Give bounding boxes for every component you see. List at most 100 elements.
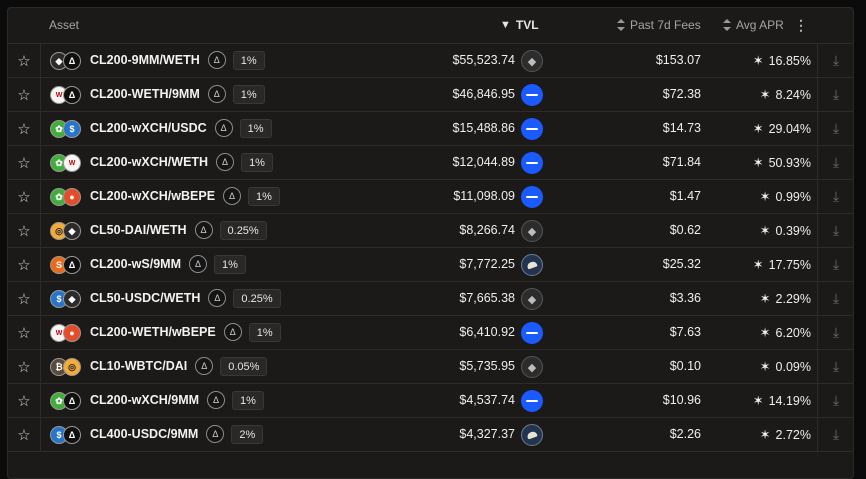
header-fees-label: Past 7d Fees: [630, 18, 701, 32]
download-icon[interactable]: ⤓: [817, 78, 853, 111]
sparkle-icon: ✶: [759, 223, 771, 238]
tvl-value: $5,735.95: [459, 359, 515, 373]
table-row[interactable]: ☆ $ Δ CL400-USDC/9MM Δ 2% $4,327.37 $2.26 ✶ 2.72%…: [8, 418, 853, 452]
base-chain-icon: [521, 186, 543, 208]
table-row[interactable]: ☆ ✿ W CL200-wXCH/WETH Δ 1% $12,044.89 $71.84 ✶ 50…: [8, 146, 853, 180]
token-pair-icons: ◎ ◆: [50, 222, 84, 240]
download-icon[interactable]: ⤓: [817, 282, 853, 315]
protocol-icon: Δ: [195, 357, 214, 375]
header-tvl[interactable]: ▼ TVL: [500, 18, 539, 32]
fees-value: $153.07: [655, 53, 701, 67]
token-pair-icons: $ Δ: [50, 426, 84, 444]
table-row[interactable]: ☆ ◎ ◆ CL50-DAI/WETH Δ 0.25% $8,266.74 ◆ $0.62 ✶ 0.…: [8, 214, 853, 248]
pool-name[interactable]: CL50-DAI/WETH: [90, 223, 187, 237]
fee-tier-badge: 1%: [248, 323, 281, 342]
pool-name[interactable]: CL200-wXCH/wBEPE: [90, 189, 216, 203]
base-chain-icon: [521, 390, 543, 412]
table-row[interactable]: ☆ S Δ CL200-wS/9MM Δ 1% $7,772.25 $25.32 ✶ 17.75%…: [8, 248, 853, 282]
bepe-token-icon: ●: [63, 188, 81, 206]
fees-value: $7.63: [669, 325, 701, 339]
9mm-token-icon: Δ: [63, 392, 81, 410]
pool-name[interactable]: CL200-wXCH/WETH: [90, 155, 209, 169]
download-icon[interactable]: ⤓: [817, 214, 853, 247]
pool-name[interactable]: CL50-USDC/WETH: [90, 291, 201, 305]
eth-chain-icon: ◆: [521, 220, 543, 242]
header-asset[interactable]: Asset: [49, 18, 80, 32]
header-apr[interactable]: Avg APR: [723, 18, 784, 32]
pool-name[interactable]: CL10-WBTC/DAI: [90, 359, 188, 373]
fees-value: $0.62: [669, 223, 701, 237]
download-icon[interactable]: ⤓: [817, 384, 853, 417]
apr-value: ✶ 29.04%: [753, 121, 811, 137]
sparkle-icon: ✶: [752, 121, 764, 136]
sonic-chain-icon: [521, 424, 543, 446]
star-outline-icon[interactable]: ☆: [8, 282, 41, 315]
download-icon[interactable]: ⤓: [817, 316, 853, 349]
star-outline-icon[interactable]: ☆: [8, 146, 41, 179]
protocol-icon: Δ: [207, 391, 226, 409]
star-outline-icon[interactable]: ☆: [8, 418, 41, 451]
sparkle-icon: ✶: [752, 53, 764, 68]
fee-tier-badge: 1%: [239, 119, 272, 138]
apr-value: ✶ 0.09%: [760, 359, 811, 375]
apr-text: 2.72%: [775, 428, 811, 442]
pool-name[interactable]: CL400-USDC/9MM: [90, 427, 199, 441]
tvl-value: $4,327.37: [459, 427, 515, 441]
9mm-token-icon: Δ: [63, 256, 81, 274]
table-row[interactable]: ☆ ₿ ◎ CL10-WBTC/DAI Δ 0.05% $5,735.95 ◆ $0.10 ✶ 0.…: [8, 350, 853, 384]
fees-value: $3.36: [669, 291, 701, 305]
download-icon[interactable]: ⤓: [817, 350, 853, 383]
base-chain-icon: [521, 322, 543, 344]
pool-name[interactable]: CL200-WETH/wBEPE: [90, 325, 216, 339]
table-row[interactable]: ☆ W Δ CL200-WETH/9MM Δ 1% $46,846.95 $72.38 ✶ 8.2…: [8, 78, 853, 112]
protocol-icon: Δ: [194, 221, 213, 239]
token-pair-icons: ₿ ◎: [50, 358, 84, 376]
download-icon[interactable]: ⤓: [817, 112, 853, 145]
download-icon[interactable]: ⤓: [817, 180, 853, 213]
table-row[interactable]: ☆ ✿ ● CL200-wXCH/wBEPE Δ 1% $11,098.09 $1.47 ✶ 0.…: [8, 180, 853, 214]
usdc-token-icon: $: [63, 120, 81, 138]
fee-tier-badge: 1%: [232, 391, 264, 410]
pool-name[interactable]: CL200-wXCH/USDC: [90, 121, 207, 135]
star-outline-icon[interactable]: ☆: [8, 180, 41, 213]
download-icon[interactable]: ⤓: [817, 248, 853, 281]
fees-value: $10.96: [662, 393, 701, 407]
table-row[interactable]: ☆ ◆ Δ CL200-9MM/WETH Δ 1% $55,523.74 ◆ $153.07 ✶ 1…: [8, 44, 853, 78]
star-outline-icon[interactable]: ☆: [8, 44, 41, 77]
tvl-value: $8,266.74: [459, 223, 515, 237]
star-outline-icon[interactable]: ☆: [8, 384, 41, 417]
apr-value: ✶ 0.99%: [760, 189, 811, 205]
star-outline-icon[interactable]: ☆: [8, 350, 41, 383]
fee-tier-badge: 1%: [232, 85, 265, 104]
table-row[interactable]: ☆ ✿ Δ CL200-wXCH/9MM Δ 1% $4,537.74 $10.96 ✶ 14.1…: [8, 384, 853, 418]
download-icon[interactable]: ⤓: [817, 44, 853, 77]
pool-name[interactable]: CL200-wS/9MM: [90, 257, 181, 271]
apr-text: 50.93%: [768, 156, 811, 170]
star-outline-icon[interactable]: ☆: [8, 214, 41, 247]
apr-value: ✶ 2.29%: [760, 291, 811, 307]
star-outline-icon[interactable]: ☆: [8, 316, 41, 349]
star-outline-icon[interactable]: ☆: [8, 78, 41, 111]
apr-text: 14.19%: [768, 394, 811, 408]
star-outline-icon[interactable]: ☆: [8, 248, 41, 281]
fees-value: $14.73: [662, 121, 701, 135]
table-row[interactable]: ☆ $ ◆ CL50-USDC/WETH Δ 0.25% $7,665.38 ◆ $3.36 ✶ 2…: [8, 282, 853, 316]
download-icon[interactable]: ⤓: [817, 146, 853, 179]
fees-value: $72.38: [662, 87, 701, 101]
pool-name[interactable]: CL200-9MM/WETH: [90, 53, 200, 67]
header-fees[interactable]: Past 7d Fees: [617, 18, 701, 32]
pool-name[interactable]: CL200-WETH/9MM: [90, 87, 200, 101]
apr-value: ✶ 2.72%: [760, 427, 811, 443]
protocol-icon: Δ: [188, 255, 207, 273]
apr-value: ✶ 6.20%: [760, 325, 811, 341]
sparkle-icon: ✶: [759, 359, 771, 374]
table-row[interactable]: ☆ ✿ $ CL200-wXCH/USDC Δ 1% $15,488.86 $14.73 ✶ 29…: [8, 112, 853, 146]
table-row[interactable]: ☆ W ● CL200-WETH/wBEPE Δ 1% $6,410.92 $7.63 ✶ 6.2…: [8, 316, 853, 350]
pool-name[interactable]: CL200-wXCH/9MM: [90, 393, 200, 407]
protocol-icon: Δ: [208, 289, 227, 307]
star-outline-icon[interactable]: ☆: [8, 112, 41, 145]
bepe-token-icon: ●: [63, 324, 81, 342]
more-options-icon[interactable]: ⋮: [794, 17, 808, 33]
download-icon[interactable]: ⤓: [817, 418, 853, 451]
